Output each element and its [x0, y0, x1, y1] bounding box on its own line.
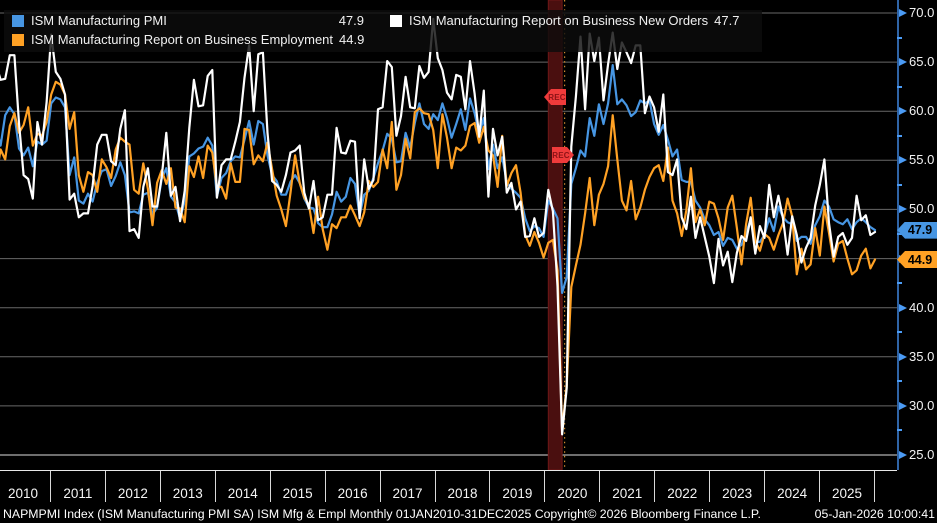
legend-row-1: ISM Manufacturing PMI 47.9 ISM Manufactu…	[12, 13, 754, 28]
employment-label: ISM Manufacturing Report on Business Emp…	[31, 32, 334, 47]
status-bar: NAPMPMI Index (ISM Manufacturing PMI SA)…	[0, 505, 937, 523]
x-axis-year-cells: 2010 2011 2012 2013 2014 2015 2016 2017 2018 2019…	[0, 471, 875, 502]
year-label-2022: 2022	[655, 471, 711, 502]
y-tick-arrow-icon	[899, 205, 907, 214]
y-tick-minor	[897, 36, 902, 39]
year-label-2025: 2025	[820, 471, 875, 502]
new-orders-label: ISM Manufacturing Report on Business New…	[409, 13, 709, 28]
chart-canvas[interactable]	[0, 0, 897, 470]
recession-tag-upper: REC	[544, 89, 566, 105]
y-tick-arrow-icon	[899, 156, 907, 165]
status-timestamp: 05-Jan-2026 10:00:41	[814, 507, 935, 521]
y-tick-minor	[897, 233, 902, 235]
year-label-2013: 2013	[161, 471, 216, 502]
y-tick-label: 70.0	[909, 5, 935, 20]
y-tick-minor	[897, 134, 902, 137]
year-label-2024: 2024	[765, 471, 821, 502]
y-tick-label: 40.0	[909, 299, 935, 315]
pmi-value: 47.9	[338, 13, 364, 28]
y-tick-label: 60.0	[909, 103, 935, 119]
y-tick-minor	[897, 85, 902, 88]
status-description: NAPMPMI Index (ISM Manufacturing PMI SA)…	[3, 507, 761, 521]
year-label-2015: 2015	[271, 471, 326, 502]
new-orders-value: 47.7	[714, 13, 740, 28]
y-tick-label: 35.0	[909, 348, 935, 364]
y-tick-arrow-icon	[899, 451, 907, 459]
legend-item-employment[interactable]: ISM Manufacturing Report on Business Emp…	[12, 32, 364, 47]
y-tick-minor	[897, 183, 902, 186]
legend-item-pmi[interactable]: ISM Manufacturing PMI 47.9	[12, 13, 364, 28]
employment-value: 44.9	[339, 32, 365, 47]
year-label-2014: 2014	[216, 471, 271, 502]
y-tick-label: 55.0	[909, 152, 935, 168]
year-label-2017: 2017	[381, 471, 436, 502]
pmi-last-value-badge[interactable]: 47.9	[897, 221, 937, 239]
legend: ISM Manufacturing PMI 47.9 ISM Manufactu…	[4, 10, 762, 52]
year-label-2011: 2011	[51, 471, 106, 502]
year-label-2018: 2018	[436, 471, 491, 502]
y-tick-minor	[897, 282, 902, 285]
y-tick-arrow-icon	[899, 401, 907, 410]
pmi-label: ISM Manufacturing PMI	[31, 13, 167, 28]
y-tick-minor	[897, 429, 902, 432]
y-tick-arrow-icon	[899, 107, 907, 116]
employment-last-value-badge[interactable]: 44.9	[897, 251, 937, 269]
y-tick-label: 65.0	[909, 54, 935, 70]
y-tick-arrow-icon	[899, 303, 907, 312]
pmi-swatch-icon	[12, 14, 24, 27]
y-tick-label: 50.0	[909, 201, 935, 217]
new-orders-swatch-icon	[390, 14, 402, 27]
year-label-2020: 2020	[545, 471, 601, 502]
recession-tag-lower: REC	[552, 147, 574, 163]
year-label-2012: 2012	[106, 471, 161, 502]
y-axis-line	[897, 0, 899, 470]
year-label-2016: 2016	[326, 471, 381, 502]
year-label-2010: 2010	[0, 471, 51, 502]
legend-row-2: ISM Manufacturing Report on Business Emp…	[12, 32, 754, 47]
y-tick-label: 25.0	[909, 447, 935, 462]
y-tick-label: 30.0	[909, 397, 935, 413]
chart-plot-area[interactable]: REC REC ISM Manufacturing PMI 47.9 ISM M…	[0, 0, 897, 470]
year-label-2023: 2023	[710, 471, 766, 502]
year-label-2021: 2021	[600, 471, 656, 502]
y-tick-minor	[897, 380, 902, 383]
employment-swatch-icon	[12, 33, 24, 46]
y-tick-arrow-icon	[899, 352, 907, 361]
y-tick-minor	[897, 331, 902, 334]
series-line-ism-manufacturing-report-on-business-employment	[0, 80, 877, 432]
year-label-2019: 2019	[490, 471, 546, 502]
y-tick-arrow-icon	[899, 9, 907, 17]
x-axis: 2010 2011 2012 2013 2014 2015 2016 2017 2018 2019…	[0, 470, 897, 505]
legend-item-new-orders[interactable]: ISM Manufacturing Report on Business New…	[390, 13, 739, 28]
y-tick-arrow-icon	[899, 58, 907, 67]
series-line-ism-manufacturing-report-on-business-new-orders	[0, 17, 877, 436]
